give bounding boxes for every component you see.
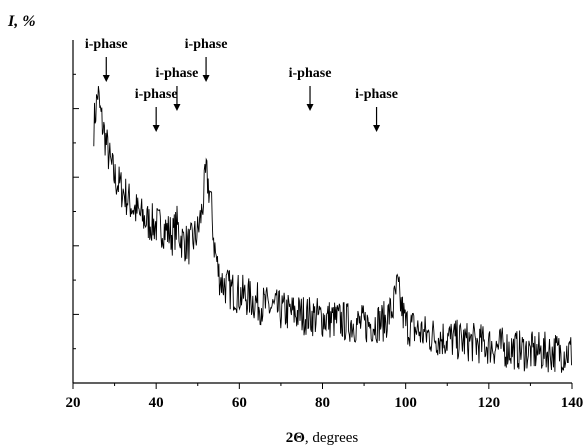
phase-annotation: i-phase [289, 66, 332, 111]
phase-annotation: i-phase [185, 37, 228, 82]
arrow-head [152, 125, 160, 132]
x-axis-title: 2Θ, degrees [286, 430, 359, 446]
y-axis-suffix: , % [13, 13, 35, 30]
arrow-head [102, 75, 110, 82]
x-tick-label: 140 [561, 395, 584, 411]
phase-label: i-phase [85, 37, 128, 52]
y-axis-symbol: I [7, 13, 15, 30]
phase-label: i-phase [355, 87, 398, 102]
phase-annotation: i-phase [156, 66, 199, 111]
phase-label: i-phase [135, 87, 178, 102]
phase-annotation: i-phase [355, 87, 398, 132]
phase-annotation: i-phase [135, 87, 178, 132]
x-tick-labels: 20 40 60 80 100 120 140 [66, 395, 584, 411]
x-tick-label: 120 [478, 395, 501, 411]
arrow-head [373, 125, 381, 132]
x-ticks [72, 383, 573, 389]
x-tick-label: 100 [394, 395, 417, 411]
x-tick-label: 80 [315, 395, 330, 411]
x-tick-label: 40 [149, 395, 164, 411]
x-tick-label: 20 [66, 395, 81, 411]
phase-label: i-phase [185, 37, 228, 52]
phase-label: i-phase [156, 66, 199, 81]
y-axis-title: I, % [7, 13, 36, 30]
arrow-head [306, 104, 314, 111]
phase-annotation: i-phase [85, 37, 128, 82]
diffraction-curve [93, 85, 572, 373]
x-axis-suffix: , degrees [305, 430, 358, 446]
y-ticks [73, 73, 79, 350]
phase-label: i-phase [289, 66, 332, 81]
arrow-head [202, 75, 210, 82]
arrow-head [173, 104, 181, 111]
phase-annotations: i-phase i-phase i-phase i-phase i-phase i-pha… [85, 37, 398, 132]
x-tick-label: 60 [232, 395, 247, 411]
x-axis-symbol: 2Θ [286, 430, 305, 446]
